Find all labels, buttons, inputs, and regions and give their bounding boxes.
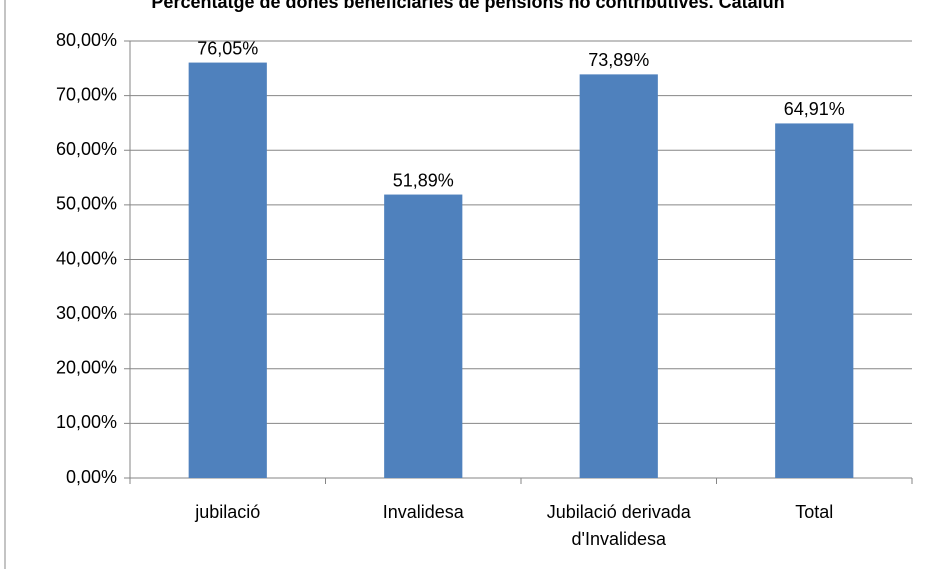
y-tick-label: 20,00% bbox=[56, 358, 117, 378]
chart-title: Percentatge de dones beneficiaries de pe… bbox=[151, 0, 784, 12]
y-tick-label: 30,00% bbox=[56, 303, 117, 323]
y-tick-label: 60,00% bbox=[56, 139, 117, 159]
data-label: 64,91% bbox=[784, 99, 845, 119]
x-tick-label: Invalidesa bbox=[382, 502, 464, 522]
y-tick-label: 70,00% bbox=[56, 84, 117, 104]
y-tick-label: 10,00% bbox=[56, 412, 117, 432]
y-tick-label: 0,00% bbox=[66, 467, 117, 487]
y-tick-label: 40,00% bbox=[56, 248, 117, 268]
y-tick-label: 80,00% bbox=[56, 30, 117, 50]
bar bbox=[579, 74, 658, 478]
x-tick-label: Jubilació derivada d'Invalidesa bbox=[546, 502, 691, 549]
y-tick-label: 50,00% bbox=[56, 194, 117, 214]
data-label: 76,05% bbox=[197, 38, 258, 58]
bar bbox=[775, 123, 854, 478]
x-tick-label: Total bbox=[795, 502, 834, 522]
x-tick-label: jubilació bbox=[195, 502, 261, 522]
bar bbox=[384, 194, 463, 478]
data-label: 73,89% bbox=[588, 50, 649, 70]
data-label: 51,89% bbox=[393, 170, 454, 190]
bar bbox=[188, 62, 267, 478]
